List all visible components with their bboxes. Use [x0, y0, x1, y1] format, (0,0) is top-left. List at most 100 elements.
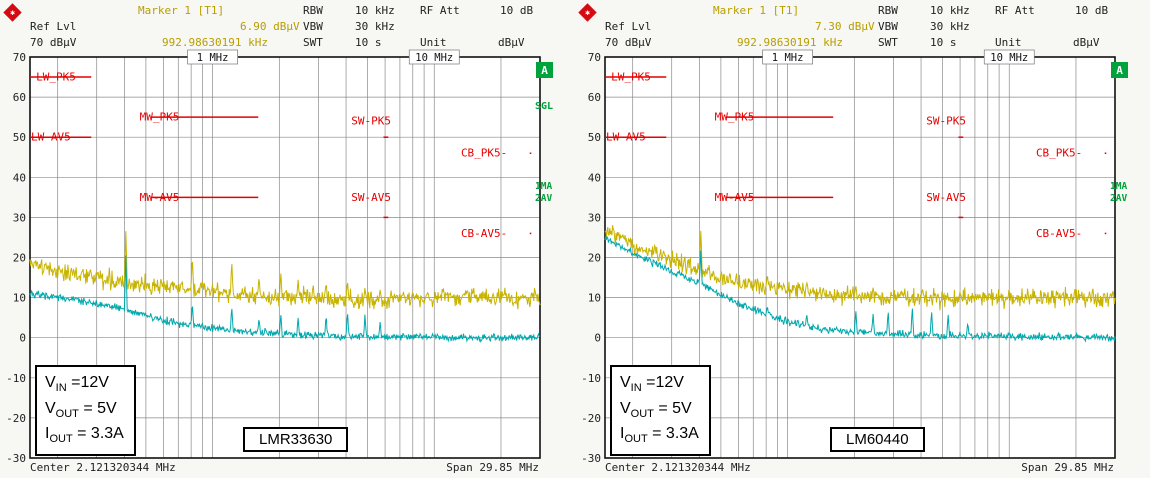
analyzer-panel-right: ✱ Marker 1 [T1] RBW 10 kHz RF Att 10 dB … [575, 0, 1150, 478]
svg-text:LW_PK5: LW_PK5 [611, 71, 651, 84]
svg-text:1 MHz: 1 MHz [772, 52, 804, 64]
svg-text:MW_PK5: MW_PK5 [140, 111, 180, 124]
spectrum-plot: 70 60 50 40 30 20 10 0 -10 -20 -30 1 MHz 10 MHz LW_PK… [6, 49, 541, 465]
svg-text:1 MHz: 1 MHz [197, 52, 229, 64]
svg-text:SW-AV5: SW-AV5 [926, 191, 966, 204]
svg-text:MW-AV5: MW-AV5 [140, 191, 180, 204]
vbw-label: VBW [878, 20, 898, 33]
svg-text:10 MHz: 10 MHz [990, 52, 1028, 64]
vout-symbol: V [45, 399, 56, 417]
vin-value: =12V [66, 374, 109, 391]
marker-label: Marker 1 [T1] [713, 4, 800, 17]
iout-value: = 3.3A [647, 425, 699, 443]
vin-value: =12V [641, 374, 684, 391]
svg-text:40: 40 [13, 171, 26, 184]
vout-line: VOUT = 5V [45, 397, 124, 423]
device-label: LM60440 [830, 427, 925, 452]
iout-subscript: OUT [49, 433, 73, 446]
ref-lvl-label: Ref Lvl [605, 20, 652, 33]
rf-att-value: 10 dB [1075, 4, 1109, 17]
trace-a-badge: A [536, 62, 553, 78]
vout-value: = 5V [653, 399, 692, 417]
svg-text:-10: -10 [581, 372, 601, 385]
vbw-label: VBW [303, 20, 323, 33]
svg-text:CB_PK5-: CB_PK5- [1036, 147, 1082, 160]
vout-value: = 5V [78, 399, 117, 417]
vout-line: VOUT = 5V [620, 397, 699, 423]
ref-lvl-value: 70 dBµV [30, 36, 77, 49]
ref-lvl-value: 70 dBµV [605, 36, 652, 49]
vbw-value: 30 kHz [355, 20, 395, 33]
vin-symbol: V [45, 374, 56, 391]
svg-text:CB-AV5-: CB-AV5- [461, 227, 507, 240]
swt-label: SWT [878, 36, 898, 49]
rbw-label: RBW [878, 4, 898, 17]
svg-text:MW_PK5: MW_PK5 [715, 111, 755, 124]
iout-symbol: I [45, 425, 50, 443]
marker-value: 6.90 dBµV [240, 20, 300, 33]
vout-symbol: V [620, 399, 631, 417]
marker-freq: 992.98630191 kHz [162, 36, 268, 49]
svg-text:40: 40 [588, 171, 601, 184]
trace1-mode-badge: 1MA [535, 181, 553, 192]
svg-text:10: 10 [13, 292, 26, 305]
swt-label: SWT [303, 36, 323, 49]
vin-line: VIN =12V [45, 371, 124, 397]
rbw-value: 10 kHz [930, 4, 970, 17]
vin-subscript: IN [55, 382, 67, 395]
svg-text:-30: -30 [6, 452, 26, 465]
iout-subscript: OUT [624, 433, 648, 446]
svg-text:CB_PK5-: CB_PK5- [461, 147, 507, 160]
device-label: LMR33630 [243, 427, 349, 452]
unit-label: Unit [995, 36, 1022, 49]
span-label: Span 29.85 MHz [1021, 461, 1114, 474]
swt-value: 10 s [355, 36, 382, 49]
rf-att-label: RF Att [995, 4, 1035, 17]
svg-text:30: 30 [13, 211, 26, 224]
svg-text:0: 0 [19, 332, 26, 345]
unit-value: dBµV [1073, 36, 1100, 49]
test-conditions-box: VIN =12V VOUT = 5V IOUT = 3.3A [35, 365, 136, 457]
svg-text:60: 60 [13, 91, 26, 104]
vin-subscript: IN [630, 382, 642, 395]
svg-text:-20: -20 [581, 412, 601, 425]
svg-text:10 MHz: 10 MHz [415, 52, 453, 64]
vbw-value: 30 kHz [930, 20, 970, 33]
svg-text:70: 70 [13, 51, 26, 64]
marker-freq: 992.98630191 kHz [737, 36, 843, 49]
rbw-value: 10 kHz [355, 4, 395, 17]
iout-value: = 3.3A [72, 425, 124, 443]
svg-text:-10: -10 [6, 372, 26, 385]
iout-symbol: I [620, 425, 625, 443]
center-frequency-label: Center 2.121320344 MHz [605, 461, 751, 474]
span-label: Span 29.85 MHz [446, 461, 539, 474]
svg-text:60: 60 [588, 91, 601, 104]
vin-symbol: V [620, 374, 631, 391]
svg-text:20: 20 [588, 252, 601, 265]
iout-line: IOUT = 3.3A [45, 422, 124, 448]
trace-a-badge: A [1111, 62, 1128, 78]
ref-lvl-label: Ref Lvl [30, 20, 77, 33]
svg-text:MW-AV5: MW-AV5 [715, 191, 755, 204]
iout-line: IOUT = 3.3A [620, 422, 699, 448]
rf-att-value: 10 dB [500, 4, 534, 17]
svg-text:LW-AV5: LW-AV5 [31, 131, 71, 144]
svg-text:-30: -30 [581, 452, 601, 465]
vout-subscript: OUT [55, 407, 79, 420]
svg-text:CB-AV5-: CB-AV5- [1036, 227, 1082, 240]
analyzer-panel-left: ✱ Marker 1 [T1] RBW 10 kHz RF Att 10 dB … [0, 0, 576, 478]
svg-text:LW-AV5: LW-AV5 [606, 131, 646, 144]
unit-label: Unit [420, 36, 447, 49]
svg-text:SW-AV5: SW-AV5 [351, 191, 391, 204]
svg-text:50: 50 [588, 131, 601, 144]
center-frequency-label: Center 2.121320344 MHz [30, 461, 176, 474]
test-conditions-box: VIN =12V VOUT = 5V IOUT = 3.3A [610, 365, 711, 457]
svg-text:30: 30 [588, 211, 601, 224]
svg-text:20: 20 [13, 252, 26, 265]
svg-text:50: 50 [13, 131, 26, 144]
trace1-mode-badge: 1MA [1110, 181, 1128, 192]
vout-subscript: OUT [630, 407, 654, 420]
svg-text:LW_PK5: LW_PK5 [36, 71, 76, 84]
single-sweep-badge: SGL [535, 101, 554, 112]
swt-value: 10 s [930, 36, 957, 49]
